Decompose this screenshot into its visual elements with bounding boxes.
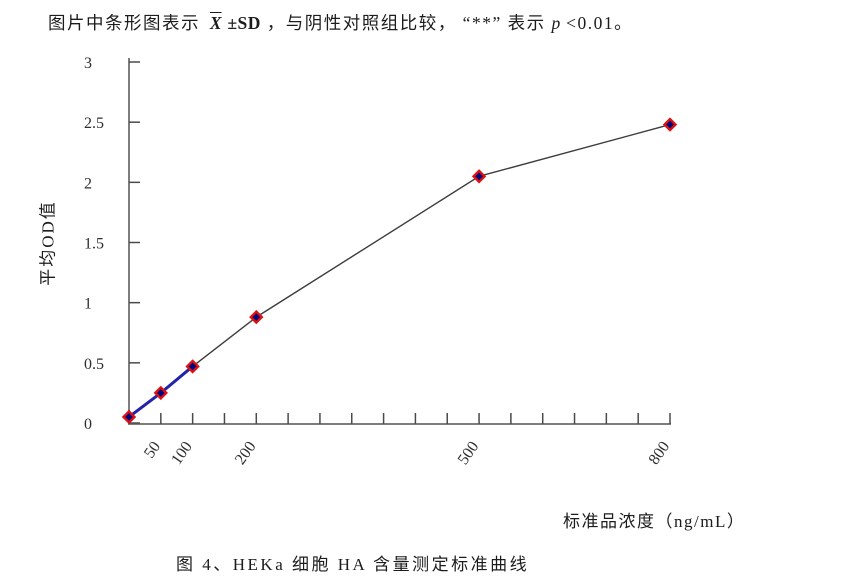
figure-caption: 图 4、HEKa 细胞 HA 含量测定标准曲线 — [176, 555, 530, 574]
x-tick-label: 50 — [141, 439, 164, 462]
data-point-marker — [153, 385, 169, 401]
xbar-symbol: X — [209, 13, 222, 33]
y-tick-label: 2.5 — [84, 115, 104, 132]
p-symbol: p — [551, 13, 561, 33]
note-text-3: <0.01。 — [566, 13, 634, 33]
figure-note: 图片中条形图表示 X ±SD ，与阴性对照组比较， “**” 表示 p <0.0… — [48, 10, 633, 35]
data-point-marker — [471, 169, 487, 184]
y-tick-label: 1 — [84, 296, 92, 313]
x-axis-title: 标准品浓度（ng/mL） — [563, 512, 746, 531]
note-text-2: ，与阴性对照组比较， “**” 表示 — [266, 13, 546, 33]
x-tick-label: 500 — [455, 439, 483, 468]
data-point-marker — [249, 309, 264, 325]
y-tick-label: 1.5 — [84, 236, 104, 253]
series-line — [128, 123, 671, 418]
data-point-marker — [185, 359, 200, 374]
standard-curve-chart: 0 0.5 1 1.5 2 2.5 3 50 100 200 500 800 — [84, 55, 678, 468]
y-tick-label: 2 — [84, 175, 92, 192]
x-tick-label: 100 — [168, 439, 196, 468]
x-tick-label: 200 — [232, 439, 260, 468]
y-tick-label: 3 — [84, 55, 92, 72]
y-tick-label: 0 — [84, 416, 92, 433]
data-point-marker — [662, 117, 678, 132]
data-point-marker — [121, 409, 137, 425]
note-text-1: 图片中条形图表示 — [48, 13, 200, 33]
x-tick-label: 800 — [646, 439, 674, 468]
plus-minus-sd: ±SD — [227, 13, 261, 33]
y-tick-label: 0.5 — [84, 356, 104, 373]
